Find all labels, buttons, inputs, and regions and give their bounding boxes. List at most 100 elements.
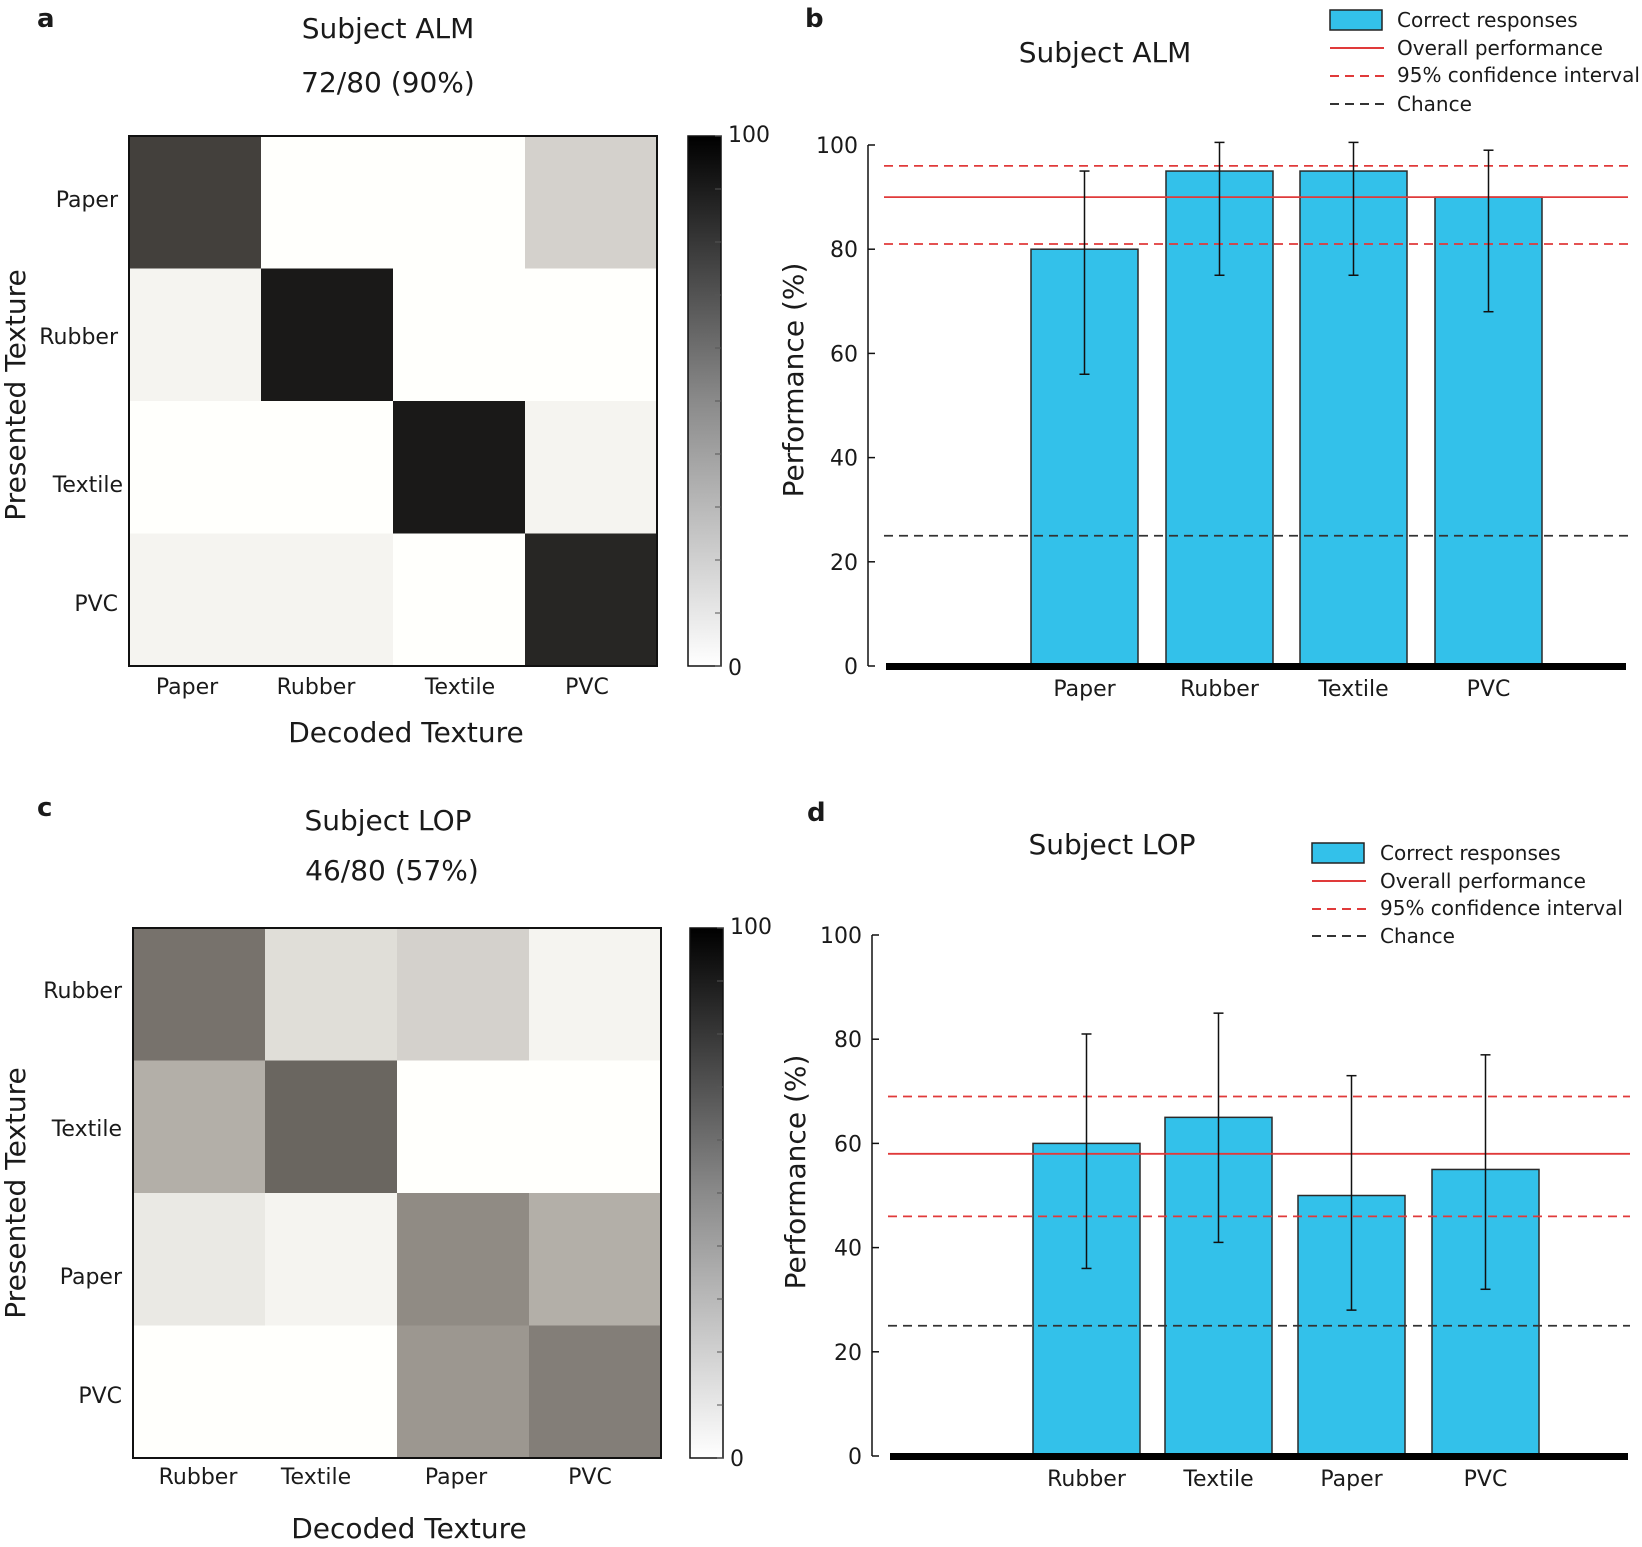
y-tick-label: Paper [60,1265,123,1290]
legend-label: Correct responses [1397,8,1578,32]
legend: Correct responses Overall performance 95… [1329,8,1640,116]
y-tick-label: 80 [834,1028,862,1053]
x-tick-label: Paper [1053,677,1116,702]
heatmap-cell [265,1325,398,1459]
x-tick-label: Paper [1320,1467,1383,1492]
legend-swatch-correct [1311,842,1365,864]
colorbar-ticks [715,135,721,667]
y-tick-label: 100 [816,134,858,159]
x-tick-label: Rubber [1180,677,1260,702]
y-tick-label: 100 [820,924,862,949]
heatmap-cell [529,1325,662,1459]
heatmap-cell [129,533,262,667]
y-tick-label: Rubber [39,325,119,350]
y-tick-label: PVC [74,592,118,617]
bar-plot-area: 0 20 40 60 80 100 Paper Rubber Textile PVC [816,134,1628,702]
heatmap-cell [397,928,530,1061]
x-tick-label: Rubber [277,675,357,700]
x-tick-label: PVC [565,675,609,700]
y-axis-label: Presented Texture [0,1067,32,1318]
legend-label: Chance [1397,92,1472,116]
y-tick-label: 60 [834,1132,862,1157]
colorbar-min-label: 0 [728,656,742,681]
legend-label: 95% confidence interval [1397,63,1640,87]
x-axis-label: Decoded Texture [291,1512,526,1545]
x-tick-label: Paper [425,1465,488,1490]
legend-label: 95% confidence interval [1380,896,1623,920]
y-tick-label: 20 [834,1341,862,1366]
y-tick-label: Rubber [43,979,123,1004]
heatmap-cell [525,268,658,402]
heatmap-cell [261,401,394,534]
heatmap-frame [132,927,662,1459]
heatmap-cell [129,401,262,534]
y-tick-label: 20 [830,551,858,576]
x-tick-label: Rubber [159,1465,239,1490]
colorbar-ticks [717,927,723,1459]
y-tick-label: Textile [51,1117,122,1142]
x-tick-label: Textile [1317,677,1388,702]
panel-letter-c: c [37,793,52,823]
y-tick-label: 0 [844,655,858,680]
heatmap-cell [129,268,262,402]
colorbar-max-label: 100 [728,123,770,148]
bar [1032,1142,1141,1457]
bar-plot-area: 0 20 40 60 80 100 Rubber Textile Paper PVC [820,924,1630,1492]
y-tick-label: PVC [78,1384,122,1409]
heatmap-cell [397,1325,530,1459]
panel-d-title: Subject LOP [1028,828,1195,861]
y-tick-label: 80 [830,238,858,263]
heatmap-cell [265,928,398,1061]
panel-letter-a: a [37,4,55,34]
y-tick-label: 40 [830,447,858,472]
heatmap-cells [133,928,662,1459]
heatmap-frame [128,135,658,667]
y-tick-label: Textile [52,473,123,498]
heatmap-cell [133,1193,266,1326]
panel-b: b Subject ALM Correct responses Overall … [777,4,1640,702]
panel-a-subtitle: 72/80 (90%) [301,66,475,99]
legend: Correct responses Overall performance 95… [1311,841,1623,948]
x-tick-label: Paper [156,675,219,700]
heatmap-cell [265,1193,398,1326]
x-tick-label: PVC [1467,677,1511,702]
panel-d: d Subject LOP Correct responses Overall … [779,798,1630,1492]
x-tick-label: PVC [1464,1467,1508,1492]
heatmap-cell [261,136,394,269]
x-tick-label: Textile [280,1465,351,1490]
y-axis-label: Performance (%) [779,1055,812,1290]
heatmap-cell [393,268,526,402]
colorbar-max-label: 100 [730,915,772,940]
heatmap-cell [397,1060,530,1194]
x-axis-label: Decoded Texture [288,716,523,749]
heatmap-cell [393,533,526,667]
x-axis-line [890,1453,1628,1460]
y-tick-label: 40 [834,1237,862,1262]
heatmap-cells [129,136,658,667]
heatmap-cell [525,533,658,667]
x-tick-label: Textile [424,675,495,700]
y-axis-label: Performance (%) [777,263,810,498]
x-tick-label: Textile [1182,1467,1253,1492]
heatmap-cell [529,1060,662,1194]
legend-swatch-correct [1329,9,1383,31]
heatmap-cell [129,136,262,269]
panel-c: c Subject LOP 46/80 (57%) Rubber Textile… [0,793,772,1545]
legend-label: Correct responses [1380,841,1561,865]
heatmap-cell [525,401,658,534]
panel-c-title: Subject LOP [304,804,471,837]
legend-label: Chance [1380,924,1455,948]
legend-label: Overall performance [1397,36,1603,60]
heatmap-cell [393,401,526,534]
x-tick-label: PVC [568,1465,612,1490]
heatmap-cell [265,1060,398,1194]
heatmap-cell [397,1193,530,1326]
panel-letter-d: d [807,798,826,828]
heatmap-cell [133,1060,266,1194]
legend-label: Overall performance [1380,869,1586,893]
x-axis-line [886,663,1626,670]
heatmap-cell [261,268,394,402]
y-tick-label: 0 [848,1445,862,1470]
heatmap-cell [261,533,394,667]
